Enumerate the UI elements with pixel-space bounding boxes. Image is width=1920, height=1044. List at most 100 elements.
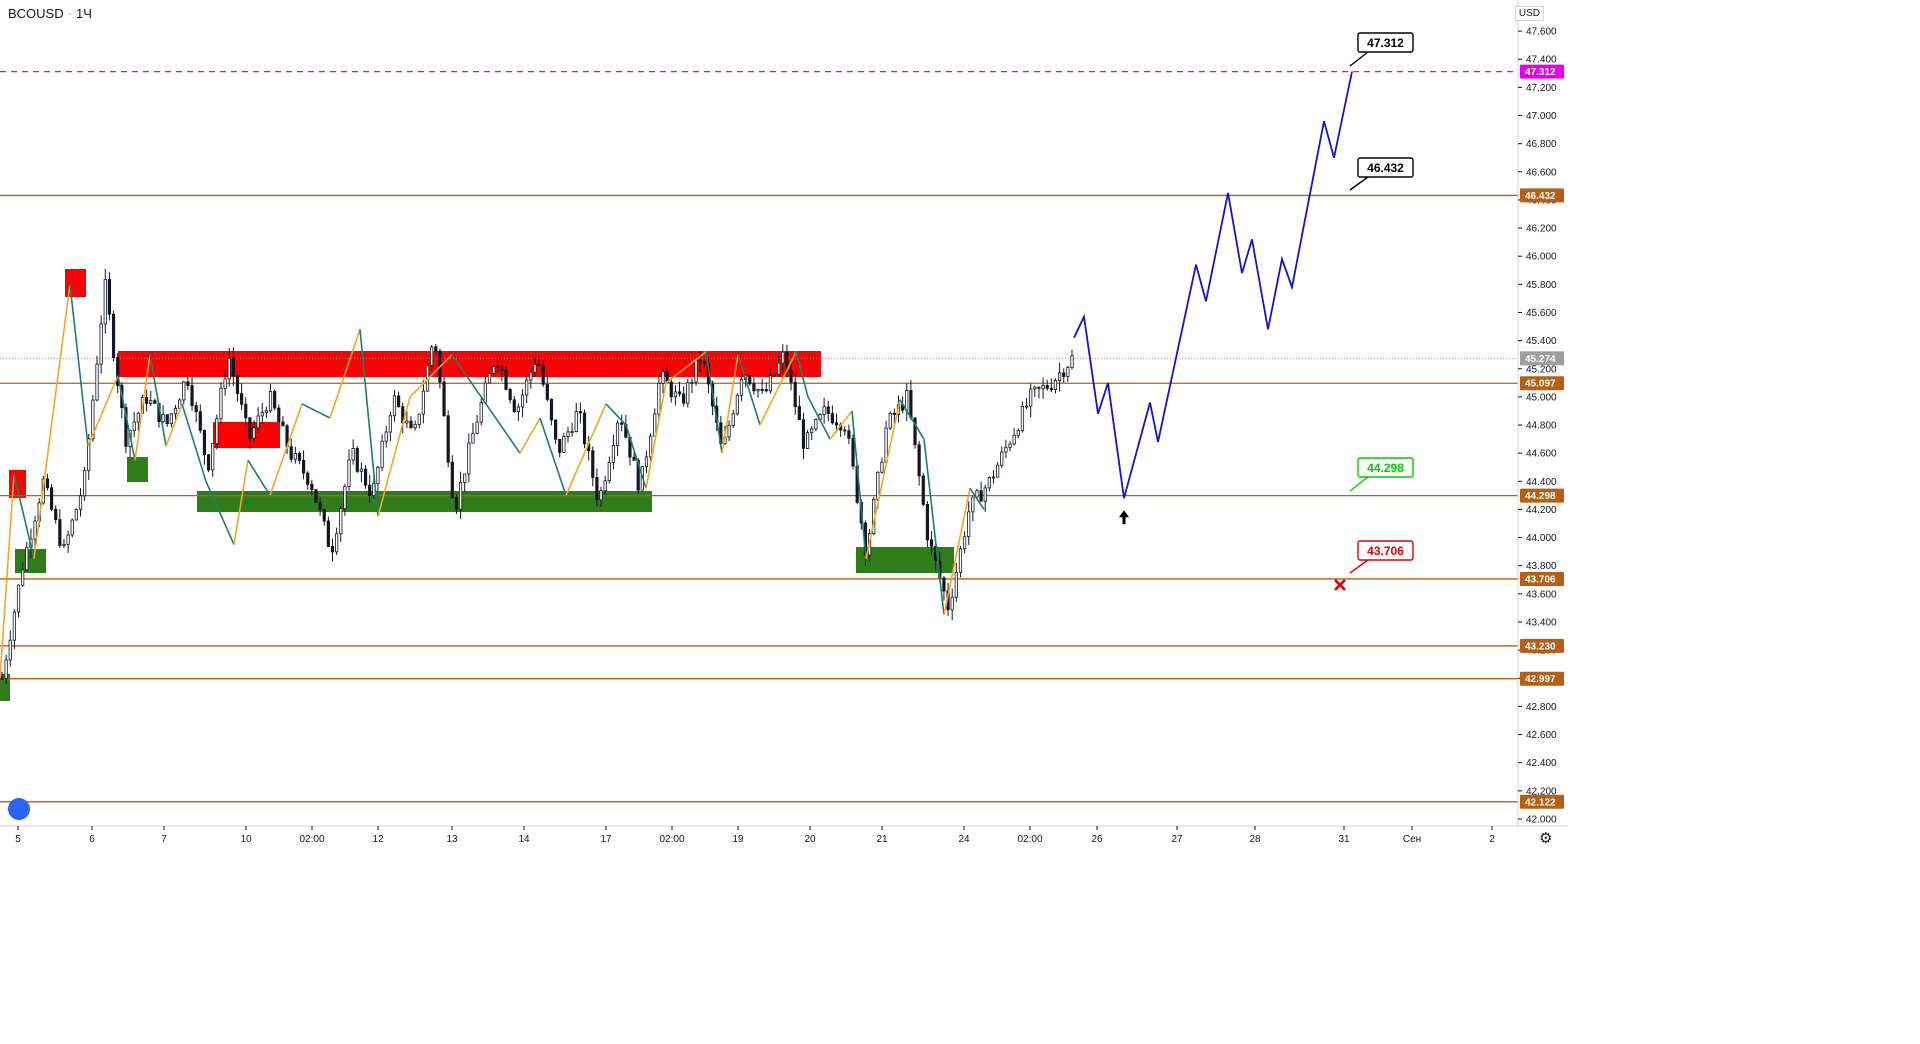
candle-body xyxy=(8,639,12,661)
level-price-tag xyxy=(1520,488,1564,503)
candle-body xyxy=(942,577,946,592)
candle-body xyxy=(442,381,446,417)
candle-body xyxy=(739,379,744,396)
candle-body xyxy=(103,279,107,325)
price-tick-label: 43.400 xyxy=(1526,618,1557,629)
zigzag-up-segment xyxy=(0,474,15,679)
candle-body xyxy=(892,412,896,415)
candle-body xyxy=(12,611,16,641)
price-tick-label: 42.600 xyxy=(1526,730,1557,741)
time-tick-label: 20 xyxy=(804,834,816,845)
candle-body xyxy=(376,466,380,485)
candle-body xyxy=(731,413,735,426)
zigzag-up-segment xyxy=(329,329,361,419)
zigzag-down-segment xyxy=(969,487,985,510)
candle-body xyxy=(235,375,240,394)
callout-pointer xyxy=(1349,51,1369,67)
price-tick-label: 42.200 xyxy=(1526,786,1557,797)
plot-area[interactable]: 47.312 46.432 44.298 43.706 xyxy=(0,32,1518,803)
candle-body xyxy=(533,364,537,373)
candle-body xyxy=(814,419,818,430)
currency-label: USD xyxy=(1514,6,1544,21)
candle-body xyxy=(215,418,219,445)
tradingview-logo-icon[interactable] xyxy=(8,798,30,820)
time-tick-label: 02:00 xyxy=(299,834,324,845)
candle-body xyxy=(801,419,806,449)
zigzag-up-segment xyxy=(943,488,971,616)
level-price-label: 45.097 xyxy=(1525,379,1556,390)
price-tick-label: 45.800 xyxy=(1526,280,1557,291)
time-tick-label: Сен xyxy=(1403,834,1421,845)
candle-body xyxy=(330,546,335,553)
candle-body xyxy=(620,422,624,425)
zigzag-up-segment xyxy=(565,403,607,496)
candle-body xyxy=(227,357,231,380)
price-tick-label: 44.400 xyxy=(1526,477,1557,488)
candle-body xyxy=(1041,385,1045,389)
level-price-label: 43.706 xyxy=(1525,574,1556,585)
candle-body xyxy=(958,548,963,573)
candle-body xyxy=(124,407,128,447)
candle-body xyxy=(483,382,487,403)
candle-body xyxy=(339,508,343,535)
callout-label: 46.432 xyxy=(1367,161,1404,175)
zigzag-down-segment xyxy=(247,459,271,496)
callout-box xyxy=(1357,32,1414,53)
zigzag-down-segment xyxy=(117,375,136,461)
candle-body xyxy=(45,478,50,489)
gear-icon[interactable]: ⚙ xyxy=(1539,830,1553,847)
candle-body xyxy=(1049,387,1053,391)
zigzag-down-segment xyxy=(205,480,235,545)
candle-body xyxy=(409,420,413,429)
candle-body xyxy=(355,448,359,472)
price-tick-label: 45.000 xyxy=(1526,392,1557,403)
candle-body xyxy=(768,375,773,392)
candle-body xyxy=(578,411,582,414)
candle-body xyxy=(582,412,587,445)
candle-body xyxy=(78,495,83,510)
time-tick-label: 27 xyxy=(1171,834,1183,845)
level-price-tag xyxy=(1520,794,1564,809)
candle-body xyxy=(479,402,483,423)
candle-body xyxy=(545,384,549,400)
level-price-tag xyxy=(1520,64,1564,79)
candle-body xyxy=(62,543,66,546)
price-axis[interactable]: 47.600 47.400 47.200 47.000 46.800 46.600 46.4… xyxy=(1517,0,1564,826)
candle-body xyxy=(611,445,616,463)
candle-body xyxy=(83,470,87,497)
candle-body xyxy=(843,429,847,432)
candle-body xyxy=(289,446,293,460)
candle-body xyxy=(326,520,330,547)
demand-zone xyxy=(197,491,652,512)
stop-loss-x-icon xyxy=(1334,579,1346,591)
candle-body xyxy=(421,390,425,415)
candle-body xyxy=(520,394,525,408)
price-tick-label: 46.600 xyxy=(1526,167,1557,178)
candle-body xyxy=(293,453,297,460)
candle-body xyxy=(463,473,467,483)
time-tick-label: 6 xyxy=(89,834,95,845)
callout-box xyxy=(1357,540,1414,561)
candle-body xyxy=(929,539,934,547)
time-tick-label: 2 xyxy=(1489,834,1495,845)
candle-body xyxy=(805,432,810,449)
candle-body xyxy=(797,406,801,421)
candle-body xyxy=(1066,367,1070,377)
candle-body xyxy=(153,400,157,404)
candle-body xyxy=(434,346,438,352)
candle-body xyxy=(446,415,450,463)
level-price-tag xyxy=(1520,638,1564,653)
interval-label: 1Ч xyxy=(75,6,92,21)
zigzag-up-segment xyxy=(645,382,667,489)
zigzag-down-segment xyxy=(807,396,831,440)
candle-body xyxy=(1062,372,1066,377)
candle-body xyxy=(194,405,198,413)
candle-body xyxy=(1016,430,1020,436)
zigzag-down-segment xyxy=(301,403,331,419)
candle-body xyxy=(603,480,607,492)
zigzag-up-segment xyxy=(519,417,541,454)
time-axis[interactable]: 5 6 7 10 02:00 12 13 14 17 02:00 19 20 21 24 02:00 26 27… xyxy=(0,825,1568,845)
candle-body xyxy=(777,362,781,375)
candle-body xyxy=(318,501,322,510)
